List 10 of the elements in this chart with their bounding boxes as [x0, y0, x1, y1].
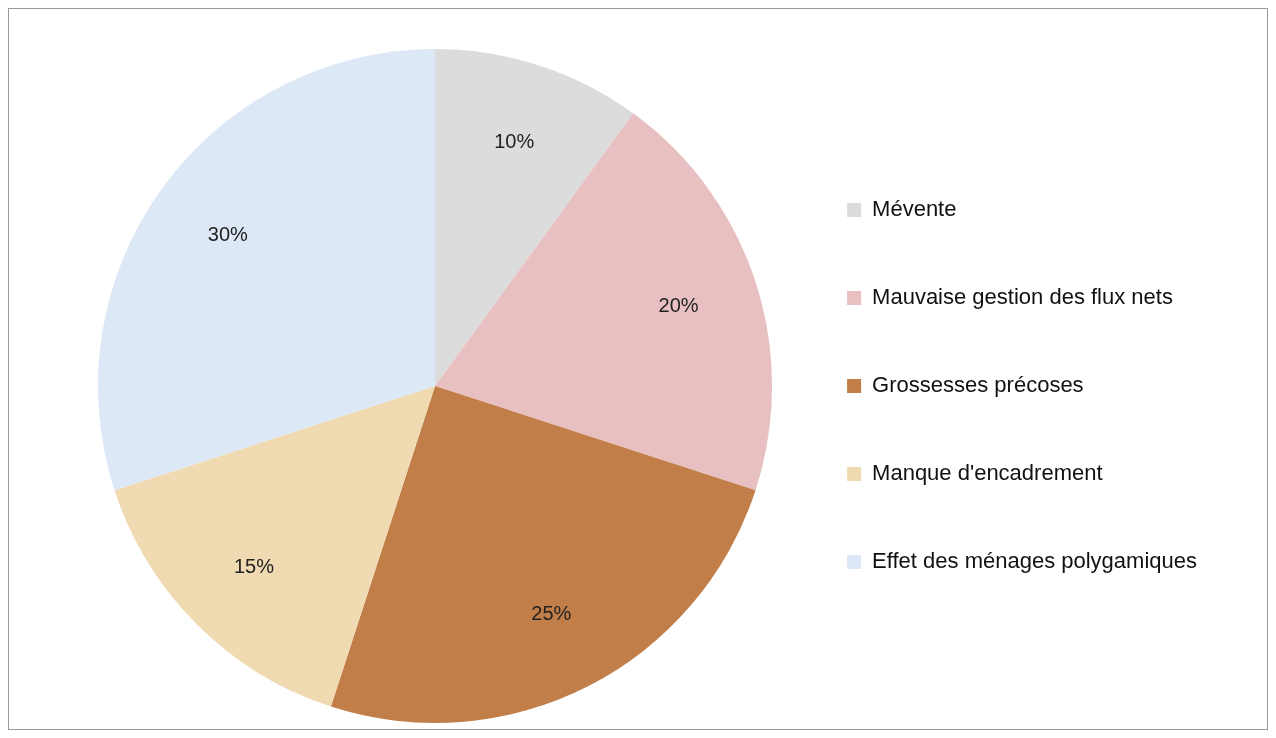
- data-label: 30%: [207, 222, 249, 245]
- legend-label: Mauvaise gestion des flux nets: [872, 284, 1173, 310]
- data-label: 20%: [658, 294, 699, 317]
- data-label: 10%: [494, 129, 535, 152]
- legend-label: Effet des ménages polygamiques: [872, 548, 1198, 574]
- legend-label: Manque d'encadrement: [872, 460, 1103, 486]
- data-label: 25%: [531, 601, 572, 624]
- legend-label: Mévente: [872, 196, 957, 222]
- data-label: 15%: [233, 554, 275, 577]
- legend-label: Grossesses précoses: [872, 372, 1084, 398]
